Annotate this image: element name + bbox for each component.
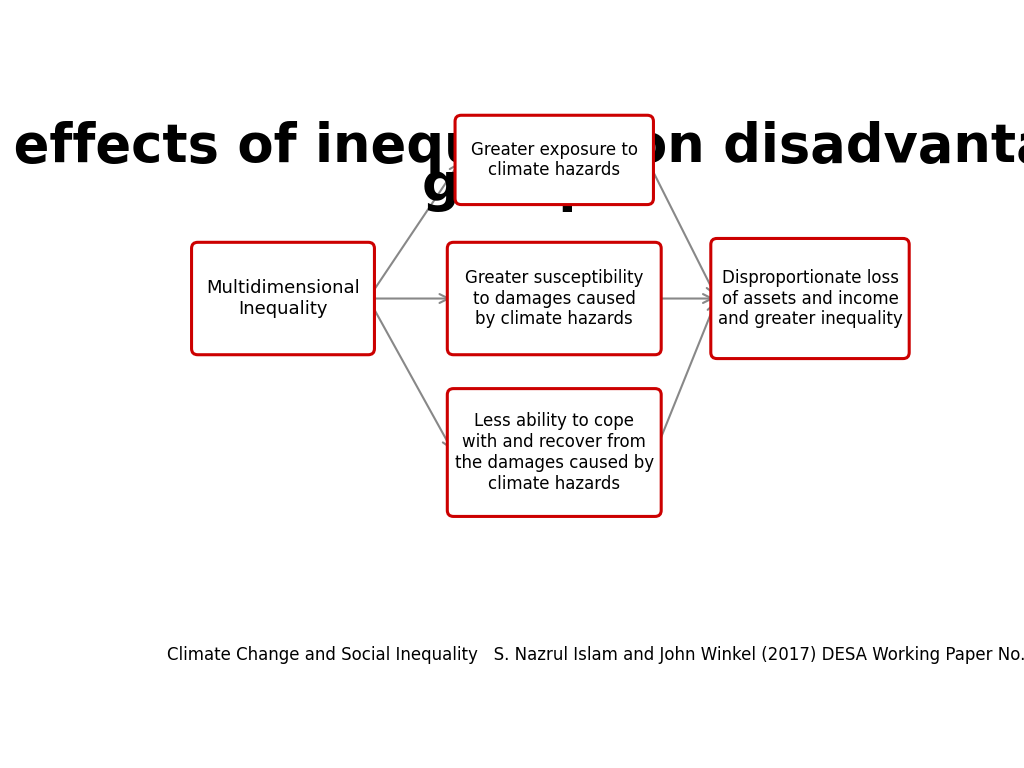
Text: Less ability to cope
with and recover from
the damages caused by
climate hazards: Less ability to cope with and recover fr… [455, 412, 653, 493]
FancyBboxPatch shape [191, 243, 375, 355]
FancyBboxPatch shape [447, 389, 662, 516]
Text: Multidimensional
Inequality: Multidimensional Inequality [206, 279, 359, 318]
Text: Greater exposure to
climate hazards: Greater exposure to climate hazards [471, 141, 638, 179]
Text: The effects of inequality on disadvantaged: The effects of inequality on disadvantag… [0, 121, 1024, 174]
Text: Disproportionate loss
of assets and income
and greater inequality: Disproportionate loss of assets and inco… [718, 269, 902, 329]
FancyBboxPatch shape [455, 115, 653, 204]
Text: Greater susceptibility
to damages caused
by climate hazards: Greater susceptibility to damages caused… [465, 269, 643, 329]
Text: Climate Change and Social Inequality   S. Nazrul Islam and John Winkel (2017) DE: Climate Change and Social Inequality S. … [167, 646, 1024, 664]
FancyBboxPatch shape [711, 238, 909, 359]
FancyBboxPatch shape [447, 243, 662, 355]
Text: groups: groups [422, 160, 628, 212]
